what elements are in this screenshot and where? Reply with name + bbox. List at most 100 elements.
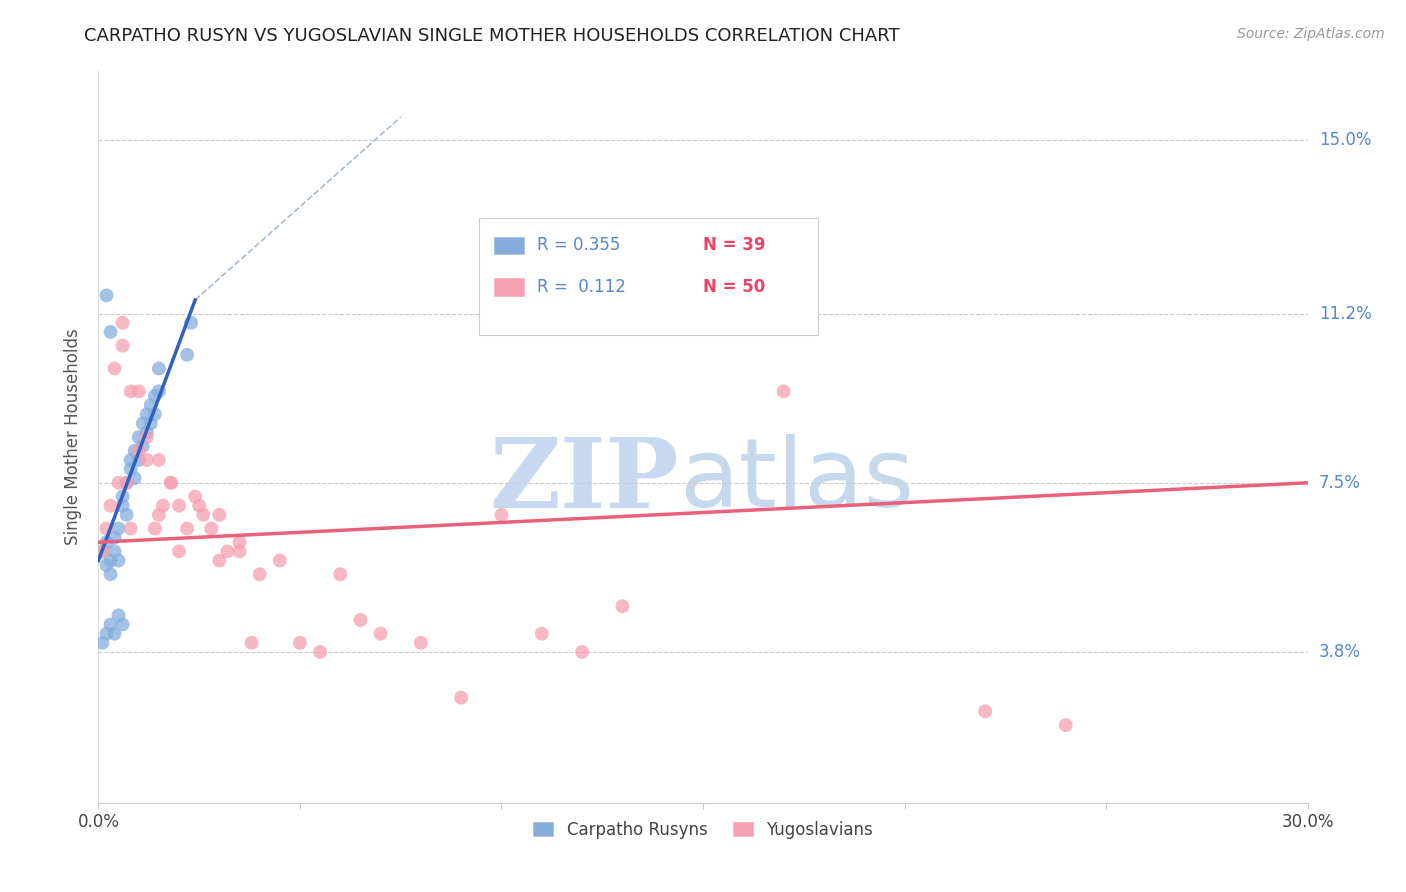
Point: [100, 325, 122, 339]
Point: [269, 553, 291, 567]
Point: [111, 499, 134, 513]
Point: [249, 567, 271, 582]
Point: [148, 361, 170, 376]
Text: 3.8%: 3.8%: [1319, 643, 1361, 661]
Point: [309, 645, 332, 659]
Point: [100, 499, 122, 513]
Point: [111, 316, 134, 330]
Text: R = 0.355: R = 0.355: [537, 236, 620, 254]
Point: [288, 636, 311, 650]
Point: [200, 521, 222, 535]
Point: [180, 316, 202, 330]
Point: [91, 544, 114, 558]
Text: N = 50: N = 50: [703, 278, 765, 296]
Point: [115, 475, 138, 490]
Point: [772, 384, 794, 399]
Point: [96, 521, 118, 535]
Point: [160, 475, 183, 490]
Point: [148, 384, 170, 399]
Text: N = 39: N = 39: [703, 236, 765, 254]
Y-axis label: Single Mother Households: Single Mother Households: [65, 329, 83, 545]
Point: [96, 288, 118, 302]
Point: [370, 626, 392, 640]
Point: [100, 567, 122, 582]
Point: [208, 553, 231, 567]
Point: [349, 613, 371, 627]
Point: [103, 531, 125, 545]
Point: [124, 471, 146, 485]
Point: [450, 690, 472, 705]
Point: [612, 599, 634, 614]
Point: [491, 508, 513, 522]
Point: [111, 339, 134, 353]
Point: [240, 636, 263, 650]
Legend: Carpatho Rusyns, Yugoslavians: Carpatho Rusyns, Yugoslavians: [527, 814, 879, 846]
Point: [139, 417, 162, 431]
Point: [115, 475, 138, 490]
Point: [128, 430, 150, 444]
Point: [692, 307, 714, 321]
Point: [228, 544, 250, 558]
Point: [128, 453, 150, 467]
Point: [135, 407, 157, 421]
FancyBboxPatch shape: [494, 278, 524, 296]
Point: [135, 453, 157, 467]
Point: [143, 521, 166, 535]
Point: [143, 407, 166, 421]
Point: [100, 617, 122, 632]
Point: [329, 567, 352, 582]
Point: [111, 490, 134, 504]
Point: [96, 535, 118, 549]
Point: [135, 430, 157, 444]
Point: [188, 499, 211, 513]
Point: [148, 453, 170, 467]
Point: [1054, 718, 1077, 732]
Text: 7.5%: 7.5%: [1319, 474, 1361, 491]
Point: [152, 499, 174, 513]
Point: [530, 626, 553, 640]
Point: [167, 499, 190, 513]
Point: [128, 384, 150, 399]
Text: CARPATHO RUSYN VS YUGOSLAVIAN SINGLE MOTHER HOUSEHOLDS CORRELATION CHART: CARPATHO RUSYN VS YUGOSLAVIAN SINGLE MOT…: [84, 27, 900, 45]
Point: [193, 508, 215, 522]
Point: [143, 389, 166, 403]
Point: [217, 544, 239, 558]
Text: 11.2%: 11.2%: [1319, 305, 1371, 323]
Point: [409, 636, 432, 650]
Point: [100, 553, 122, 567]
Text: R =  0.112: R = 0.112: [537, 278, 626, 296]
Point: [107, 521, 129, 535]
Point: [107, 553, 129, 567]
Point: [111, 617, 134, 632]
Point: [96, 626, 118, 640]
Point: [120, 453, 142, 467]
Text: 15.0%: 15.0%: [1319, 131, 1371, 149]
Point: [135, 425, 157, 440]
Point: [160, 475, 183, 490]
Point: [184, 490, 207, 504]
FancyBboxPatch shape: [494, 236, 524, 254]
Point: [132, 439, 155, 453]
Text: ZIP: ZIP: [489, 434, 679, 528]
Point: [124, 443, 146, 458]
Point: [120, 521, 142, 535]
Point: [139, 398, 162, 412]
Point: [167, 544, 190, 558]
Point: [103, 626, 125, 640]
Point: [107, 475, 129, 490]
Point: [208, 508, 231, 522]
Point: [103, 361, 125, 376]
Point: [571, 645, 593, 659]
Point: [128, 443, 150, 458]
Point: [107, 608, 129, 623]
FancyBboxPatch shape: [479, 218, 818, 334]
Point: [228, 535, 250, 549]
Point: [974, 705, 997, 719]
Point: [132, 417, 155, 431]
Point: [120, 384, 142, 399]
Point: [115, 508, 138, 522]
Point: [91, 544, 114, 558]
Point: [176, 521, 198, 535]
Point: [96, 558, 118, 573]
Point: [103, 544, 125, 558]
